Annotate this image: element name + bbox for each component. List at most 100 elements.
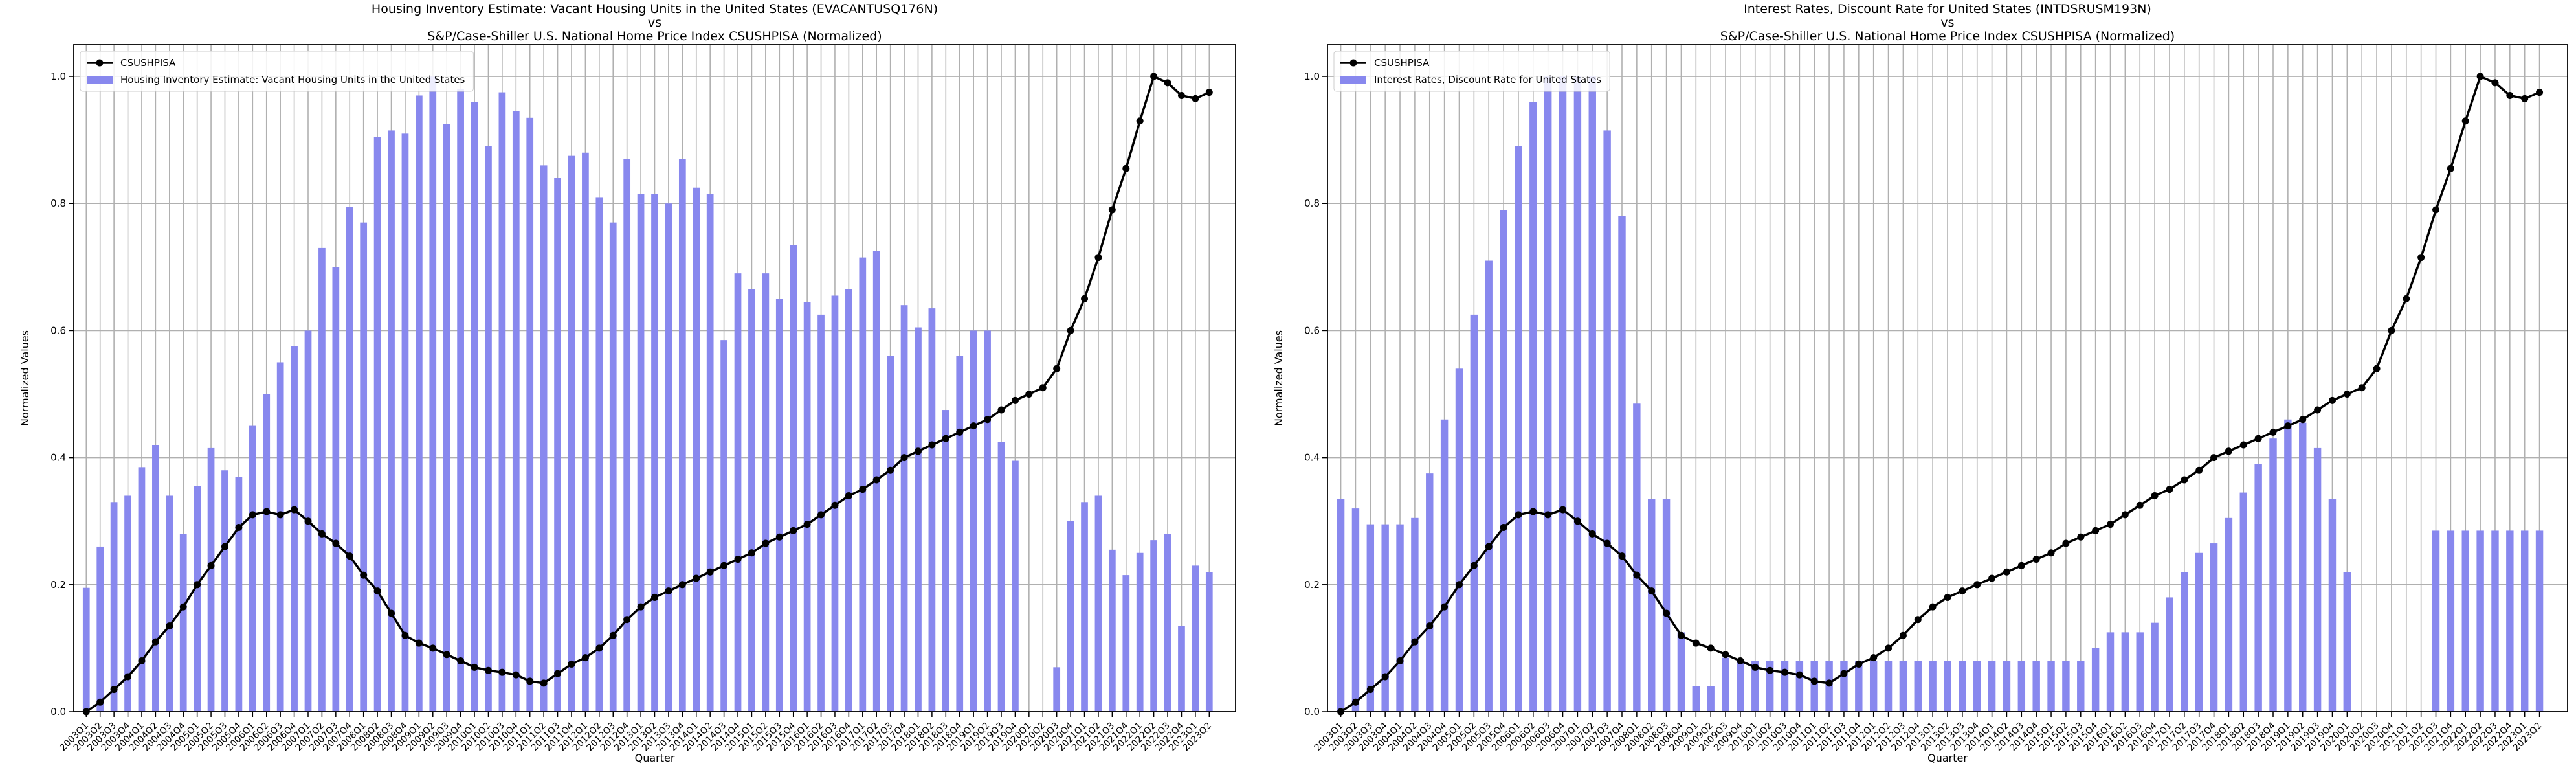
y-tick-label: 0.6 [1304,324,1320,336]
line-marker [207,561,215,569]
bar [2284,419,2292,712]
line-marker [1544,511,1552,519]
bar [637,194,645,712]
y-tick-label: 0.0 [50,706,66,718]
line-marker [2239,441,2247,449]
line-marker [956,428,964,436]
line-marker [1053,365,1061,372]
line-marker [734,556,742,563]
bar [1544,76,1552,712]
bar [1012,460,1019,712]
line-marker [2343,391,2351,398]
bar [2032,661,2040,712]
line-marker [1136,117,1144,125]
line-marker [2032,556,2040,563]
line-marker [1885,644,1893,652]
bar [762,273,770,712]
y-tick-label: 0.2 [50,579,66,591]
bar [1618,216,1626,712]
line-marker [831,501,839,509]
bar [1751,661,1759,712]
bar [263,394,271,712]
line-marker [581,654,589,662]
bar [96,546,104,712]
line-marker [1351,698,1359,706]
y-axis-label: Normalized Values [19,330,31,426]
line-marker [1011,396,1019,404]
line-marker [1067,326,1074,334]
y-tick-label: 0.8 [50,198,66,209]
bar [138,467,146,712]
bar [1559,76,1567,712]
legend-box [80,51,474,92]
line-marker [318,530,326,538]
legend: CSUSHPISA Housing Inventory Estimate: Vac… [80,51,474,92]
legend-swatch [87,76,113,84]
line-marker [457,657,465,665]
line-marker [194,581,201,589]
bar [1944,661,1951,712]
bar [346,207,353,712]
bar [582,152,589,712]
bar [706,194,714,712]
x-axis-label: Quarter [1927,752,1968,764]
line [85,74,1210,713]
line-marker [235,524,243,532]
bar [373,137,381,712]
bar [332,267,340,712]
bar [1366,524,1375,712]
bar [1178,626,1185,712]
line-marker [1973,581,1981,589]
line-marker [1603,539,1611,547]
bar [1053,667,1061,712]
legend-marker [1349,59,1357,67]
bar [678,159,686,712]
bar [207,447,215,712]
line-marker [2388,326,2395,334]
line-marker [817,511,825,519]
x-axis-label: Quarter [635,752,675,764]
line-marker [2284,422,2292,430]
bar [1205,572,1213,712]
bar [2299,422,2307,712]
legend-label: Interest Rates, Discount Rate for United… [1374,74,1601,85]
bar [360,222,368,712]
bar [249,425,256,712]
line-marker [2314,406,2322,414]
bar [2520,530,2529,712]
bar [2091,648,2100,712]
bar [2476,530,2484,712]
legend-box [1333,51,1610,92]
line-marker [2166,486,2173,493]
bar [1722,657,1729,712]
bar [984,330,991,712]
line-marker [1366,686,1374,694]
bar [166,495,173,712]
line-marker [2447,164,2454,172]
line-marker [1192,95,1199,102]
bar [1470,314,1478,712]
bar [997,442,1005,712]
line-marker [1122,164,1130,172]
bar [82,587,90,712]
line-marker [1914,616,1922,624]
bar [2461,530,2469,712]
bar [2166,597,2173,712]
bar [498,92,506,712]
line-marker [138,657,146,665]
line-marker [2107,521,2115,528]
chart-title: vs [648,16,661,30]
bar [235,477,243,712]
line-marker [2403,295,2410,302]
bar [318,247,326,712]
bar [2047,661,2055,712]
line-marker [2536,89,2544,96]
legend-marker [96,59,104,67]
line-marker [2358,384,2366,392]
line-marker [775,533,783,541]
bar [900,305,908,712]
line-marker [1529,508,1537,515]
bar [2254,464,2262,712]
line-marker [997,406,1005,414]
